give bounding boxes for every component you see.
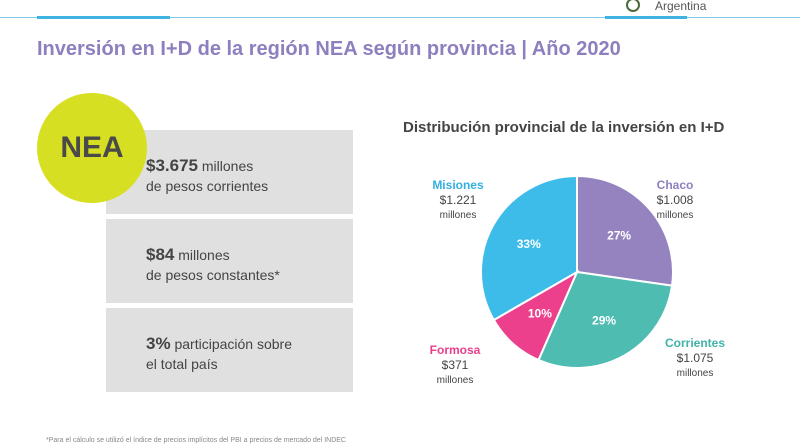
- legend-misiones: Misiones $1.221 millones: [432, 178, 484, 221]
- pie-label-formosa: 10%: [528, 306, 552, 320]
- pie-slice-chaco: [576, 174, 674, 287]
- page-title: Inversión en I+D de la región NEA según …: [37, 38, 621, 60]
- stat-box: [106, 308, 353, 392]
- stat-box: [106, 219, 353, 303]
- pie-label-chaco: 27%: [607, 229, 631, 243]
- pie-label-misiones: 33%: [517, 237, 541, 251]
- footnote: *Para el cálculo se utilizó el índice de…: [46, 437, 346, 444]
- stat-text: $84 millones de pesos constantes*: [146, 245, 280, 283]
- stat-text: 3% participación sobre el total país: [146, 334, 292, 372]
- pie-label-corrientes: 29%: [592, 314, 616, 328]
- logo: Argentina: [655, 0, 707, 13]
- legend-chaco: Chaco $1.008 millones: [656, 178, 694, 221]
- stat-box: [106, 130, 353, 214]
- header-line: [0, 17, 800, 18]
- pie-slice-misiones: [480, 174, 578, 322]
- region-badge: NEA: [37, 93, 147, 203]
- legend-corrientes: Corrientes $1.075 millones: [664, 336, 726, 379]
- stat-text: $3.675 millones de pesos corrientes: [146, 156, 269, 194]
- pie-slice-corrientes: [537, 270, 674, 369]
- header-accent: [605, 16, 687, 19]
- emblem-icon: [626, 0, 640, 12]
- header-accent: [37, 16, 170, 19]
- chart-title: Distribución provincial de la inversión …: [403, 119, 725, 136]
- legend-formosa: Formosa $371 millones: [429, 343, 481, 386]
